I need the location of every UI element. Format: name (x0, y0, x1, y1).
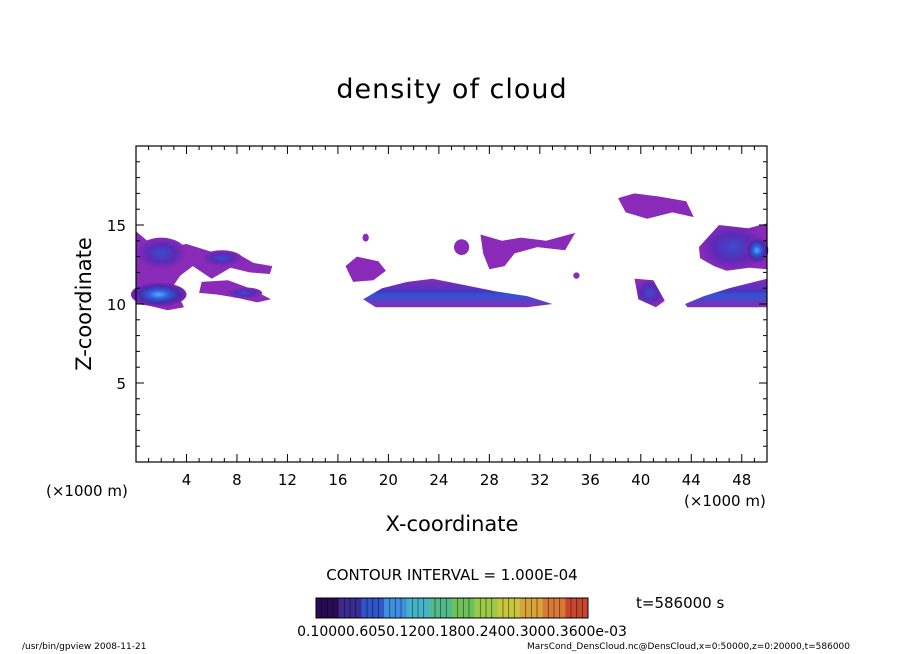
x-tick-label: 32 (530, 471, 549, 489)
cloud-center-patch-3 (454, 239, 470, 256)
cloud-center-patch-1 (345, 256, 386, 282)
cloud-center-dot-2 (573, 272, 580, 279)
cloud-left-lower-core (130, 282, 187, 307)
x-tick-label: 48 (732, 471, 751, 489)
x-tick-label: 24 (429, 471, 448, 489)
x-axis-label: X-coordinate (385, 512, 519, 536)
x-tick-label: 36 (581, 471, 600, 489)
cloud-right-upper (618, 193, 694, 219)
colorbar-frame (315, 597, 589, 619)
footer-right: MarsCond_DensCloud.nc@DensCloud,x=0:5000… (527, 642, 850, 652)
y-tick-label: 15 (107, 217, 126, 235)
y-tick-label: 10 (107, 296, 126, 314)
cloud-right-small (634, 278, 665, 308)
cloud-left-mid-core (201, 250, 243, 267)
cloud-center-band (363, 278, 553, 308)
cloud-right-lower-band (685, 278, 767, 308)
x-tick-label: 4 (182, 471, 192, 489)
x-unit-left: (×1000 m) (46, 482, 128, 500)
x-unit-right: (×1000 m) (684, 492, 766, 510)
x-tick-label: 40 (631, 471, 650, 489)
contour-interval: CONTOUR INTERVAL = 1.000E-04 (326, 566, 578, 584)
y-tick-label: 5 (116, 375, 126, 393)
colorbar-labels: 0.10000.6050.1200.1800.2400.3000.3600e-0… (297, 624, 627, 640)
x-tick-label: 8 (232, 471, 242, 489)
x-tick-label: 12 (278, 471, 297, 489)
cloud-center-patch-2 (480, 232, 576, 270)
cloud-left-small-core (226, 287, 263, 299)
time-label: t=586000 s (636, 594, 725, 612)
cloud-fills (130, 193, 769, 311)
footer-left: /usr/bin/gpview 2008-11-21 (22, 642, 147, 652)
x-tick-label: 16 (328, 471, 347, 489)
cloud-center-dot-1 (362, 233, 369, 242)
x-tick-label: 20 (379, 471, 398, 489)
cloud-right-edge-core (745, 237, 769, 263)
chart-title: density of cloud (336, 74, 568, 105)
x-tick-label: 28 (480, 471, 499, 489)
colorbar: 0.10000.6050.1200.1800.2400.3000.3600e-0… (297, 597, 627, 640)
x-tick-label: 44 (682, 471, 701, 489)
cloud-left-upper-core (136, 237, 187, 270)
